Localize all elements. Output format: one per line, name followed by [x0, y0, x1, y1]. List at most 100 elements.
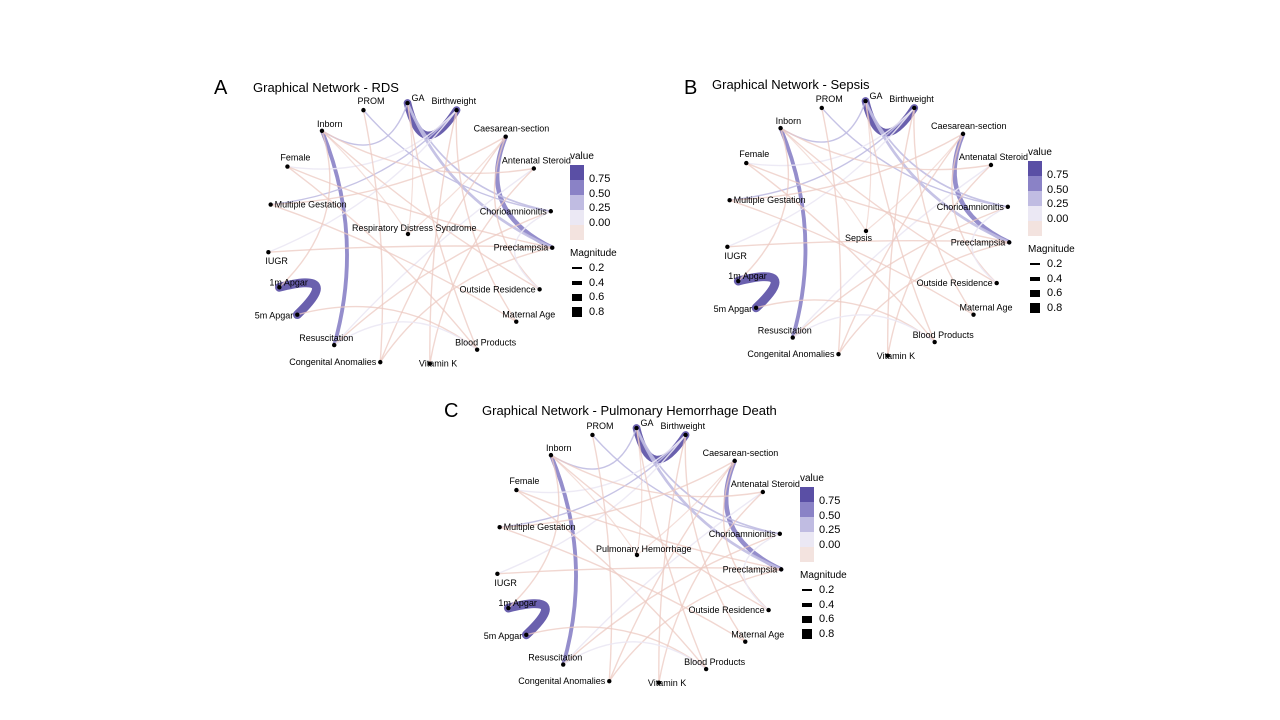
- node-label: Congenital Anomalies: [518, 676, 606, 686]
- node-label: 5m Apgar: [484, 631, 523, 641]
- network-edge: [837, 241, 1010, 355]
- outcome-label: Sepsis: [845, 233, 873, 243]
- legend-magnitude-title: Magnitude: [570, 248, 617, 259]
- network-node: [725, 244, 730, 250]
- network-edge: [429, 167, 535, 365]
- node-label: Blood Products: [455, 338, 517, 348]
- network-node: [524, 632, 529, 638]
- network-edge: [865, 133, 964, 232]
- network-node: [495, 571, 500, 577]
- network-node: [778, 125, 783, 131]
- network-node: [736, 278, 741, 284]
- network-edge: [837, 133, 964, 355]
- colorbar-swatch: [800, 502, 814, 517]
- network-node: [503, 134, 508, 139]
- network-node: [683, 432, 688, 438]
- node-label: Caesarean-section: [703, 448, 779, 458]
- magnitude-key: 0.2: [800, 583, 847, 598]
- network-node: [994, 280, 999, 286]
- node-label: Multiple Gestation: [734, 195, 806, 205]
- network-edge: [887, 164, 992, 357]
- magnitude-key: 0.4: [1028, 272, 1075, 287]
- magnitude-key: 0.8: [800, 627, 847, 642]
- network-node: [1005, 204, 1011, 209]
- network-edge: [498, 526, 746, 643]
- network-edge: [658, 491, 764, 684]
- network-node: [885, 353, 890, 358]
- network-node: [960, 131, 966, 137]
- colorbar-swatch: [570, 225, 584, 240]
- network-node: [266, 250, 271, 255]
- colorbar-swatch: [570, 165, 584, 180]
- network-node: [550, 245, 555, 250]
- node-label: Antenatal Steroid: [502, 156, 571, 166]
- node-label: Outside Residence: [460, 284, 536, 294]
- network-node: [743, 639, 748, 644]
- colorbar-tick: 0.00: [1047, 212, 1069, 225]
- node-label: Blood Products: [913, 330, 975, 340]
- network-node: [779, 567, 784, 572]
- legend-value-title: value: [570, 151, 594, 162]
- node-label: GA: [870, 91, 883, 101]
- node-label: Inborn: [776, 116, 802, 126]
- node-label: Blood Products: [684, 657, 746, 667]
- network-node: [506, 605, 511, 611]
- colorbar-swatch: [800, 487, 814, 502]
- node-label: Caesarean-section: [931, 121, 1007, 131]
- outcome-node: [634, 552, 640, 558]
- node-label: Vitamin K: [648, 678, 686, 688]
- network-node: [378, 359, 383, 365]
- magnitude-label: 0.4: [589, 276, 605, 289]
- network-edge: [780, 127, 867, 232]
- network-node: [863, 98, 868, 104]
- node-label: Maternal Age: [731, 630, 784, 640]
- panel-letter: A: [214, 77, 228, 99]
- colorbar-tick: 0.50: [589, 187, 611, 200]
- node-label: Multiple Gestation: [504, 522, 576, 532]
- network-node: [819, 105, 824, 111]
- network-node: [405, 100, 410, 106]
- network-edge: [321, 130, 535, 174]
- node-label: Chorioamnionitis: [480, 206, 548, 216]
- network-node: [514, 487, 519, 493]
- network-edge: [286, 109, 458, 170]
- panel-letter: C: [444, 400, 459, 422]
- network-node: [971, 312, 976, 317]
- magnitude-label: 0.2: [1047, 258, 1063, 271]
- node-label: PROM: [586, 421, 613, 431]
- colorbar-tick: 0.00: [819, 538, 841, 551]
- network-edge: [562, 641, 707, 670]
- node-label: Antenatal Steroid: [959, 152, 1028, 162]
- network-edge: [550, 454, 638, 556]
- legend-a: value 0.75 0.50 0.25 0.00 Magnitude 0.2 0.4 0.6 0…: [570, 151, 617, 319]
- network-edge: [507, 454, 560, 609]
- network-edge: [635, 427, 707, 670]
- magnitude-label: 0.6: [589, 291, 605, 304]
- network-edge: [429, 109, 458, 365]
- legend-c: value 0.75 0.50 0.25 0.00 Magnitude 0.2 0.4 0.6 0…: [800, 473, 847, 641]
- network-edge: [493, 135, 541, 291]
- network-edge: [320, 128, 349, 348]
- magnitude-key: 0.4: [800, 598, 847, 613]
- node-label: Birthweight: [432, 96, 477, 106]
- colorbar: 0.75 0.50 0.25 0.00: [800, 487, 847, 562]
- network-edge: [737, 127, 790, 282]
- colorbar-swatch: [1028, 161, 1042, 176]
- network-node: [285, 164, 290, 169]
- network-edge: [503, 599, 550, 640]
- colorbar-swatch: [800, 532, 814, 547]
- network-edge: [362, 109, 552, 212]
- network-node: [760, 489, 766, 495]
- node-label: Maternal Age: [502, 310, 555, 320]
- network-node: [912, 105, 917, 111]
- network-node: [454, 107, 459, 113]
- network-edge: [333, 167, 535, 346]
- colorbar-tick: 0.50: [819, 509, 841, 522]
- network-edge: [684, 434, 746, 643]
- network-edge: [406, 102, 414, 235]
- network-edge: [745, 107, 915, 167]
- network-node: [427, 361, 433, 366]
- node-label: Vitamin K: [419, 359, 457, 369]
